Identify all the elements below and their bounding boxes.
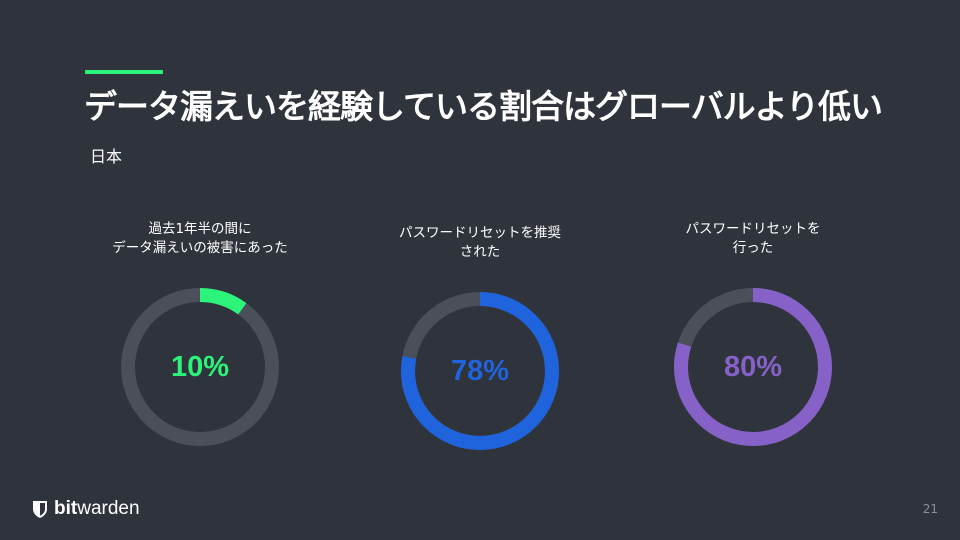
logo-bold: bit: [54, 498, 78, 519]
stat-label-line: パスワードリセットを: [685, 221, 821, 237]
donut-ring: [401, 292, 559, 450]
slide-title: データ漏えいを経験している割合はグローバルより低い: [84, 87, 883, 126]
donut-chart: 10%: [115, 282, 285, 452]
donut-ring: [121, 288, 279, 446]
donut-chart: 80%: [668, 282, 838, 452]
logo-regular: warden: [77, 498, 140, 519]
stat-label-line: 行った: [732, 240, 774, 256]
shield-icon: [33, 500, 47, 518]
stat-label-line: された: [459, 244, 501, 260]
title-accent-bar: [85, 70, 163, 74]
stat-breach: 過去1年半の間に データ漏えいの被害にあった 10%: [80, 220, 320, 452]
stat-label-line: パスワードリセットを推奨: [399, 225, 561, 241]
slide-subtitle: 日本: [90, 147, 123, 166]
donut-value: 10%: [170, 350, 230, 383]
donut-arc: [121, 288, 279, 446]
stat-label-line: データ漏えいの被害にあった: [112, 240, 288, 256]
bitwarden-logo: bitwarden: [32, 498, 140, 520]
stat-label: 過去1年半の間に データ漏えいの被害にあった: [80, 220, 320, 268]
donut-ring: [674, 288, 832, 446]
donut-value: 80%: [723, 350, 783, 383]
stat-label: パスワードリセットを 行った: [633, 220, 873, 268]
page-number: 21: [922, 502, 938, 516]
donut-chart: 78%: [395, 286, 565, 456]
stat-reset-done: パスワードリセットを 行った 80%: [633, 220, 873, 452]
donut-value: 78%: [450, 354, 510, 387]
stat-reset-recommended: パスワードリセットを推奨 された 78%: [360, 220, 600, 456]
stat-label-line: 過去1年半の間に: [148, 221, 252, 237]
stat-label: パスワードリセットを推奨 された: [360, 220, 600, 272]
logo-wordmark: bitwarden: [54, 498, 140, 520]
donut-arc: [674, 288, 832, 446]
donut-arc: [401, 292, 559, 450]
